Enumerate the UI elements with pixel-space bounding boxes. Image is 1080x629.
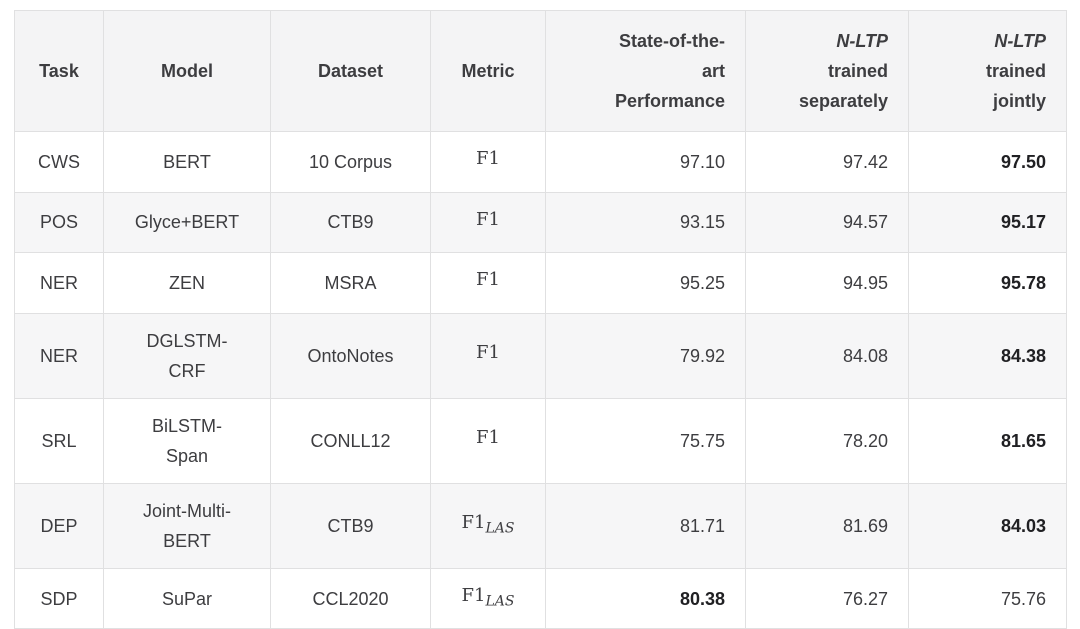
cell-sota-score: 80.38 xyxy=(545,567,746,629)
model-name: Joint-Multi- xyxy=(142,500,231,521)
header-line: trained xyxy=(985,61,1046,81)
cell-dataset: CONLL12 xyxy=(270,397,431,484)
model-name: SuPar xyxy=(161,588,213,609)
model-name: CRF xyxy=(168,360,206,381)
cell-joint-score: 84.38 xyxy=(908,312,1067,399)
cell-task: SDP xyxy=(14,567,104,629)
model-name: BERT xyxy=(163,151,211,172)
cell-model: ZEN xyxy=(103,252,271,314)
model-name: BiLSTM- xyxy=(151,415,222,436)
table-body: CWS BERT 10 Corpus F1 97.10 97.42 97.50 … xyxy=(14,131,1067,629)
cell-joint-score: 84.03 xyxy=(908,482,1067,569)
cell-sota-score: 97.10 xyxy=(545,131,746,193)
header-line: N-LTP xyxy=(836,31,888,51)
cell-separate-score: 81.69 xyxy=(745,482,909,569)
col-header-dataset: Dataset xyxy=(270,10,431,132)
cell-task: NER xyxy=(14,312,104,399)
col-header-model: Model xyxy=(103,10,271,132)
cell-separate-score: 76.27 xyxy=(745,567,909,629)
model-name: BERT xyxy=(163,530,211,551)
header-line: jointly xyxy=(993,91,1046,111)
cell-task: DEP xyxy=(14,482,104,569)
col-header-nltp-joint: N-LTP trained jointly xyxy=(908,10,1067,132)
col-header-sota: State-of-the- art Performance xyxy=(545,10,746,132)
cell-separate-score: 94.57 xyxy=(745,191,909,254)
cell-separate-score: 78.20 xyxy=(745,397,909,484)
cell-joint-score: 95.17 xyxy=(908,191,1067,254)
cell-joint-score: 97.50 xyxy=(908,131,1067,193)
cell-dataset: CTB9 xyxy=(270,191,431,254)
model-name: Span xyxy=(165,445,209,466)
cell-model: SuPar xyxy=(103,567,271,629)
metric-base: F1 xyxy=(476,148,500,169)
cell-separate-score: 94.95 xyxy=(745,252,909,314)
header-line: N-LTP xyxy=(994,31,1046,51)
cell-sota-score: 81.71 xyxy=(545,482,746,569)
metric-base: F1 xyxy=(476,426,500,448)
cell-sota-score: 95.25 xyxy=(545,252,746,314)
cell-metric: F1 xyxy=(430,252,546,314)
results-table: Task Model Dataset Metric State-of-the- … xyxy=(14,10,1067,629)
cell-dataset: OntoNotes xyxy=(270,312,431,399)
table-header: Task Model Dataset Metric State-of-the- … xyxy=(14,10,1067,132)
cell-task: CWS xyxy=(14,131,104,193)
cell-model: BERT xyxy=(103,131,271,193)
cell-model: BiLSTM- Span xyxy=(103,397,271,484)
table-row: CWS BERT 10 Corpus F1 97.10 97.42 97.50 xyxy=(14,131,1067,193)
table-row: SDP SuPar CCL2020 F1LAS 80.38 76.27 75.7… xyxy=(14,567,1067,629)
header-line: separately xyxy=(798,91,888,111)
table-row: SRL BiLSTM- Span CONLL12 F1 75.75 78.20 … xyxy=(14,397,1067,484)
cell-joint-score: 95.78 xyxy=(908,252,1067,314)
metric-subscript: LAS xyxy=(485,593,515,610)
cell-metric: F1LAS xyxy=(430,567,546,629)
metric-base: F1 xyxy=(476,341,500,363)
metric-base: F1 xyxy=(476,208,500,230)
cell-sota-score: 79.92 xyxy=(545,312,746,399)
header-row: Task Model Dataset Metric State-of-the- … xyxy=(14,10,1067,132)
cell-dataset: CCL2020 xyxy=(270,567,431,629)
cell-model: DGLSTM- CRF xyxy=(103,312,271,399)
model-name: Glyce+BERT xyxy=(134,212,240,233)
header-line: Performance xyxy=(614,91,725,111)
header-line: State-of-the- xyxy=(619,31,725,51)
header-line: trained xyxy=(827,61,888,81)
cell-separate-score: 97.42 xyxy=(745,131,909,193)
cell-joint-score: 75.76 xyxy=(908,567,1067,629)
cell-sota-score: 93.15 xyxy=(545,191,746,254)
cell-task: POS xyxy=(14,191,104,254)
cell-task: NER xyxy=(14,252,104,314)
cell-task: SRL xyxy=(14,397,104,484)
metric-base: F1 xyxy=(461,511,486,533)
table-row: NER DGLSTM- CRF OntoNotes F1 79.92 84.08… xyxy=(14,312,1067,399)
model-name: DGLSTM- xyxy=(146,330,228,351)
col-header-nltp-separate: N-LTP trained separately xyxy=(745,10,909,132)
metric-base: F1 xyxy=(476,269,500,291)
cell-model: Joint-Multi- BERT xyxy=(103,482,271,569)
metric-base: F1 xyxy=(461,584,486,606)
cell-dataset: CTB9 xyxy=(270,482,431,569)
cell-metric: F1 xyxy=(430,397,546,484)
col-header-task: Task xyxy=(14,10,104,132)
cell-dataset: 10 Corpus xyxy=(270,131,431,193)
cell-sota-score: 75.75 xyxy=(545,397,746,484)
cell-metric: F1 xyxy=(430,131,546,193)
cell-separate-score: 84.08 xyxy=(745,312,909,399)
cell-model: Glyce+BERT xyxy=(103,191,271,254)
cell-metric: F1LAS xyxy=(430,482,546,569)
metric-subscript: LAS xyxy=(485,520,515,537)
cell-metric: F1 xyxy=(430,312,546,399)
cell-joint-score: 81.65 xyxy=(908,397,1067,484)
model-name: ZEN xyxy=(169,272,205,293)
header-line: art xyxy=(701,61,725,81)
table-row: POS Glyce+BERT CTB9 F1 93.15 94.57 95.17 xyxy=(14,191,1067,254)
table-row: DEP Joint-Multi- BERT CTB9 F1LAS 81.71 8… xyxy=(14,482,1067,569)
table-row: NER ZEN MSRA F1 95.25 94.95 95.78 xyxy=(14,252,1067,314)
cell-dataset: MSRA xyxy=(270,252,431,314)
col-header-metric: Metric xyxy=(430,10,546,132)
cell-metric: F1 xyxy=(430,191,546,254)
